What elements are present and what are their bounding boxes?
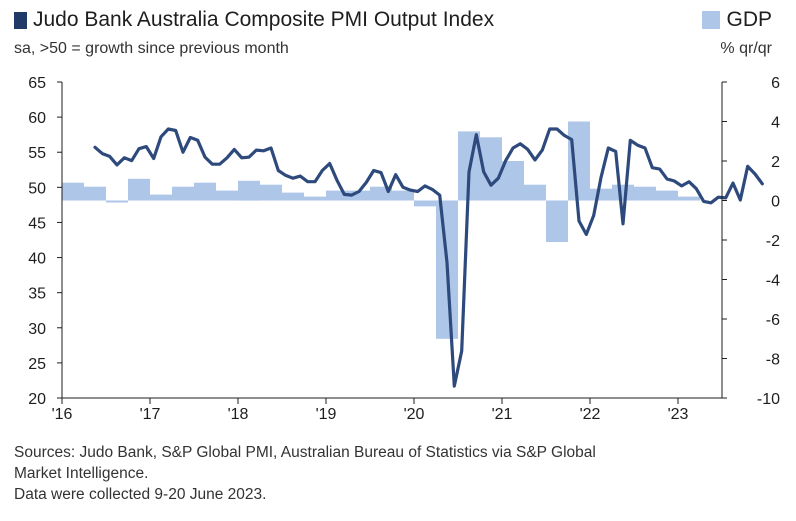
chart-subtitle: sa, >50 = growth since previous month — [14, 40, 289, 57]
right-axis-tick-label: 2 — [771, 154, 780, 171]
gdp-bar — [106, 200, 128, 203]
gdp-bar — [260, 184, 282, 201]
right-axis-tick-label: -2 — [766, 233, 780, 250]
gdp-bar — [634, 186, 656, 201]
gdp-bar — [326, 190, 348, 201]
pmi-gdp-chart: 20 25 30 35 40 45 50 55 60 65 -10 -8 -6 -4 -2 0 2 4 6 '16 '1… — [28, 75, 780, 423]
gdp-bar — [524, 184, 546, 201]
gdp-bar — [590, 188, 612, 201]
footer-source-line-1: Sources: Judo Bank, S&P Global PMI, Aust… — [14, 444, 596, 461]
gdp-legend-label: GDP — [726, 8, 772, 31]
gdp-bar — [480, 137, 502, 201]
chart-title-row: Judo Bank Australia Composite PMI Output… — [14, 8, 494, 32]
right-axis-tick-label: -4 — [766, 273, 780, 290]
right-axis-tick-label: 6 — [771, 75, 780, 92]
gdp-bar — [194, 182, 216, 201]
gdp-legend-swatch — [702, 11, 721, 29]
gdp-bar — [656, 190, 678, 201]
gdp-bar — [414, 200, 436, 207]
gdp-bar — [84, 186, 106, 201]
gdp-bar — [392, 190, 414, 201]
gdp-bar — [128, 178, 150, 201]
gdp-unit-label: % qr/qr — [720, 40, 772, 57]
gdp-bar — [348, 190, 370, 201]
x-axis-tick-label: '18 — [228, 406, 249, 423]
x-axis-tick-label: '20 — [404, 406, 425, 423]
gdp-bar — [172, 186, 194, 201]
gdp-bar — [150, 194, 172, 201]
x-axis-tick-label: '16 — [52, 406, 73, 423]
right-axis-tick-label: 0 — [771, 194, 780, 211]
pmi-legend-swatch — [14, 11, 27, 29]
chart-title: Judo Bank Australia Composite PMI Output… — [33, 8, 495, 31]
left-axis-tick-label: 45 — [28, 215, 46, 232]
left-axis-tick-label: 65 — [28, 75, 46, 92]
gdp-bar — [612, 184, 634, 201]
gdp-bar — [62, 182, 84, 201]
left-axis-tick-label: 30 — [28, 321, 46, 338]
gdp-bar — [282, 192, 304, 201]
gdp-bar — [502, 161, 524, 201]
footer-notes: Sources: Judo Bank, S&P Global PMI, Aust… — [14, 442, 784, 505]
right-axis-tick-label: -8 — [766, 352, 780, 369]
left-axis-tick-label: 55 — [28, 145, 46, 162]
left-axis-tick-label: 60 — [28, 110, 46, 127]
x-axis-tick-label: '19 — [316, 406, 337, 423]
footer-source-line-2: Market Intelligence. — [14, 465, 149, 482]
gdp-bar — [304, 196, 326, 201]
left-axis-tick-label: 20 — [28, 391, 46, 408]
left-axis-tick-label: 40 — [28, 251, 46, 268]
right-axis-tick-label: -6 — [766, 312, 780, 329]
gdp-bar — [238, 180, 260, 201]
x-axis-tick-label: '23 — [668, 406, 689, 423]
gdp-bar — [678, 196, 700, 201]
footer-collection-note: Data were collected 9-20 June 2023. — [14, 486, 267, 503]
right-axis-tick-label: -10 — [757, 391, 780, 408]
right-axis-tick-label: 4 — [771, 115, 780, 132]
left-axis-tick-label: 50 — [28, 180, 46, 197]
x-axis-tick-label: '21 — [492, 406, 513, 423]
left-axis-tick-label: 35 — [28, 286, 46, 303]
x-axis-tick-label: '22 — [580, 406, 601, 423]
gdp-legend: GDP — [702, 8, 772, 32]
left-axis-tick-label: 25 — [28, 356, 46, 373]
x-axis-tick-label: '17 — [140, 406, 161, 423]
pmi-line — [93, 127, 764, 388]
gdp-bar — [216, 190, 238, 201]
gdp-bar — [546, 200, 568, 242]
gdp-bar — [568, 121, 590, 201]
